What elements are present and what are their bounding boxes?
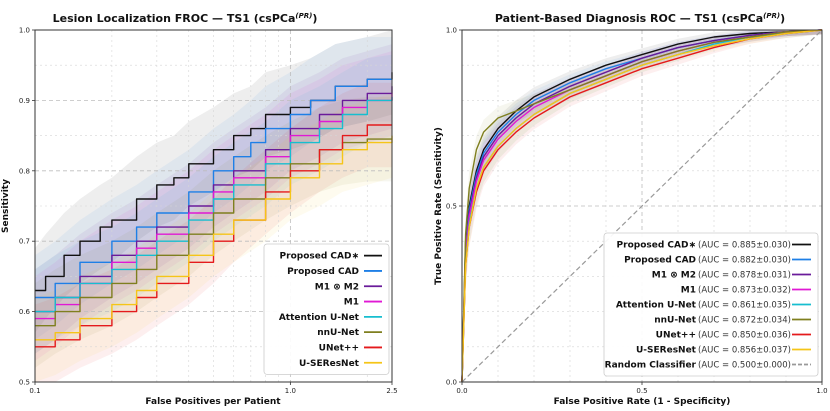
roc-xtick-label: 1.0 <box>816 387 827 395</box>
roc-legend-auc-u-seresnet: (AUC = 0.856±0.037) <box>698 346 791 356</box>
roc-line-nnu-net <box>461 29 823 383</box>
froc-ytick-label: 0.5 <box>19 379 30 387</box>
froc-legend-label-u-seresnet: U-SEResNet <box>299 359 360 369</box>
roc-legend-auc-unet: (AUC = 0.850±0.036) <box>698 331 791 341</box>
roc-legend-auc-attention-u-net: (AUC = 0.861±0.035) <box>698 301 791 311</box>
roc-xlabel: False Positive Rate (1 - Specificity) <box>554 397 731 407</box>
froc-legend: Proposed CAD∗ Proposed CAD M1 ⊗ M2 M1 Attent… <box>263 243 390 375</box>
froc-panel: Lesion Localization FROC — TS1 (csPCa(PR… <box>1 12 398 407</box>
roc-legend-auc-nnu-net: (AUC = 0.872±0.034) <box>698 316 791 326</box>
roc-legend-label-proposed-cad: Proposed CAD∗ <box>617 241 696 251</box>
froc-ytick-label: 0.7 <box>19 238 30 246</box>
roc-legend-auc-m1-m2: (AUC = 0.878±0.031) <box>698 271 791 281</box>
roc-legend-label-m1-m2: M1 ⊗ M2 <box>652 271 696 281</box>
froc-legend-box <box>263 243 390 375</box>
roc-line-random-classifier <box>461 29 823 383</box>
roc-legend: Proposed CAD∗ (AUC = 0.885±0.030)Proposed… <box>603 232 819 377</box>
roc-legend-label-random-classifier: Random Classifier <box>605 361 697 371</box>
froc-plot-frame <box>34 29 393 383</box>
roc-ytick-label: 1.0 <box>446 27 457 35</box>
roc-legend-label-proposed-cad: Proposed CAD <box>624 256 696 266</box>
froc-ytick-label: 0.6 <box>19 308 31 316</box>
froc-xtick-label: 1.0 <box>285 387 296 395</box>
froc-legend-label-proposed-cad: Proposed CAD <box>287 267 359 277</box>
roc-legend-box <box>603 232 819 377</box>
roc-panel: Patient-Based Diagnosis ROC — TS1 (csPCa… <box>434 12 828 407</box>
roc-legend-label-attention-u-net: Attention U-Net <box>616 301 697 311</box>
froc-ylabel: Sensitivity <box>1 179 11 233</box>
roc-legend-label-unet: UNet++ <box>656 331 696 341</box>
froc-legend-label-m1: M1 <box>344 298 359 308</box>
roc-legend-auc-m1: (AUC = 0.873±0.032) <box>698 286 791 296</box>
froc-title: Lesion Localization FROC — TS1 (csPCa(PR… <box>53 12 318 25</box>
froc-xtick-label: 2.5 <box>386 387 397 395</box>
froc-ticks: 0.1 1.0 2.5 0.5 0.6 0.7 0.8 0.9 1.0 <box>19 27 398 396</box>
roc-line-m1-m2 <box>461 29 823 383</box>
roc-legend-label-m1: M1 <box>681 286 696 296</box>
roc-legend-label-u-seresnet: U-SEResNet <box>636 346 697 356</box>
froc-xtick-label: 0.1 <box>29 387 40 395</box>
roc-legend-auc-proposed-cad: (AUC = 0.885±0.030) <box>698 241 791 251</box>
roc-series-lines <box>461 29 823 383</box>
froc-legend-label-m1-m2: M1 ⊗ M2 <box>315 282 359 292</box>
froc-ytick-label: 1.0 <box>19 27 30 35</box>
roc-legend-label-nnu-net: nnU-Net <box>654 316 696 326</box>
froc-line-attention-u-net <box>35 96 393 313</box>
froc-legend-label-proposed-cad: Proposed CAD∗ <box>280 252 359 262</box>
roc-line-proposed-cad <box>461 29 823 383</box>
froc-ytick-label: 0.9 <box>19 97 30 105</box>
roc-xtick-label: 0.5 <box>636 387 647 395</box>
roc-title: Patient-Based Diagnosis ROC — TS1 (csPCa… <box>495 12 785 25</box>
roc-ytick-label: 0.0 <box>446 379 457 387</box>
froc-xlabel: False Positives per Patient <box>145 397 281 407</box>
roc-legend-auc-random-classifier: (AUC = 0.500±0.000) <box>698 361 791 371</box>
roc-ylabel: True Positive Rate (Sensitivity) <box>434 127 444 285</box>
froc-legend-label-attention-u-net: Attention U-Net <box>279 313 360 323</box>
froc-ytick-label: 0.8 <box>19 167 30 175</box>
froc-series-lines <box>35 72 393 348</box>
roc-ytick-label: 0.5 <box>446 203 457 211</box>
roc-xtick-label: 0.0 <box>456 387 467 395</box>
roc-legend-auc-proposed-cad: (AUC = 0.882±0.030) <box>698 256 791 266</box>
roc-line-u-seresnet <box>461 29 823 383</box>
froc-line-u-seresnet <box>35 135 393 341</box>
froc-legend-label-nnu-net: nnU-Net <box>317 328 359 338</box>
roc-ticks: 0.0 0.5 1.0 0.0 0.5 1.0 <box>446 27 828 396</box>
froc-legend-label-unet: UNet++ <box>319 343 359 353</box>
froc-line-proposed-cad <box>35 78 392 299</box>
